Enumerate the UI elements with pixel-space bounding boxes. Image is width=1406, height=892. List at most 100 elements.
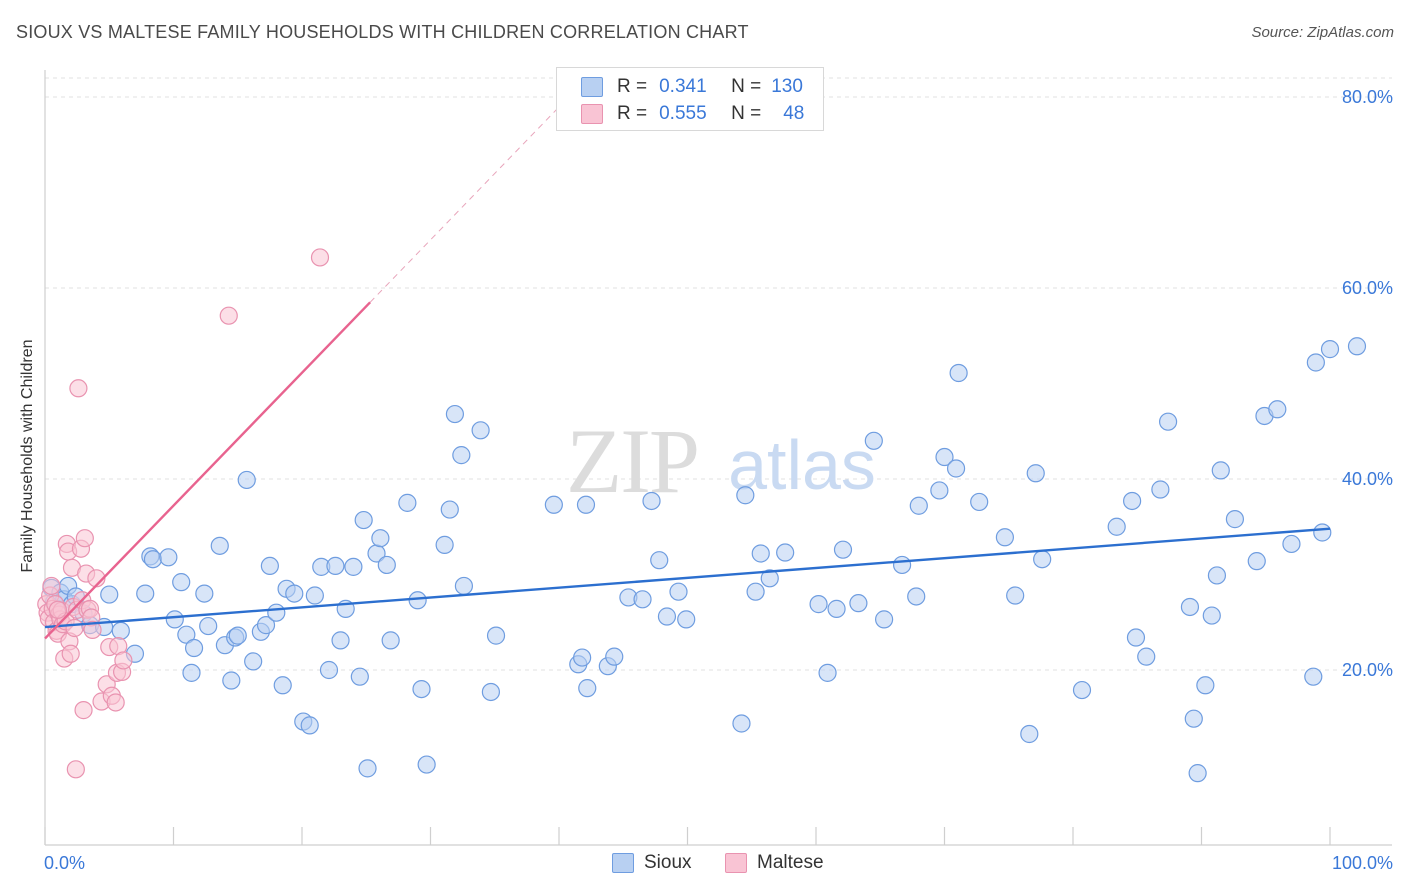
data-point-maltese	[61, 644, 80, 663]
data-point-sioux	[1268, 400, 1287, 419]
data-point-sioux	[440, 500, 459, 519]
data-point-sioux	[237, 470, 256, 490]
data-point-sioux	[650, 551, 669, 570]
data-point-sioux	[408, 591, 427, 610]
legend-swatch-sioux	[581, 77, 603, 97]
data-point-sioux	[833, 540, 853, 559]
data-point-sioux	[1020, 724, 1039, 744]
data-point-sioux	[358, 759, 377, 778]
data-point-sioux	[1126, 628, 1146, 647]
data-point-sioux	[1158, 412, 1178, 431]
data-point-sioux	[417, 755, 436, 774]
data-point-sioux	[544, 495, 563, 514]
y-tick-label: 60.0%	[1342, 278, 1393, 298]
data-point-sioux	[182, 663, 201, 682]
data-point-sioux	[371, 529, 390, 548]
legend-r-label: R =	[617, 76, 648, 97]
data-point-sioux	[1151, 480, 1170, 499]
data-point-sioux	[300, 716, 319, 735]
data-point-sioux	[319, 660, 339, 680]
data-point-sioux	[326, 556, 345, 576]
data-point-maltese	[310, 248, 330, 267]
watermark: ZIP atlas	[566, 410, 876, 512]
data-point-sioux	[1033, 550, 1052, 569]
legend-n-label: N =	[731, 103, 762, 124]
trend-line-maltese	[44, 301, 371, 640]
data-point-sioux	[1306, 353, 1325, 372]
data-point-sioux	[184, 638, 204, 658]
data-point-sioux	[1247, 552, 1266, 571]
data-point-sioux	[1184, 709, 1203, 728]
data-point-sioux	[195, 584, 214, 603]
data-point-sioux	[746, 582, 765, 601]
data-point-sioux	[471, 421, 490, 440]
legend-n-value-sioux: 130	[771, 76, 803, 97]
data-point-sioux	[344, 557, 363, 576]
data-point-sioux	[949, 363, 968, 383]
data-point-sioux	[875, 610, 894, 629]
chart-title: SIOUX VS MALTESE FAMILY HOUSEHOLDS WITH …	[16, 22, 749, 42]
data-point-maltese	[66, 760, 85, 779]
legend-swatch-maltese	[581, 104, 603, 124]
data-point-sioux	[1026, 464, 1045, 483]
data-point-sioux	[285, 584, 304, 603]
data-point-sioux	[930, 481, 949, 500]
data-point-sioux	[818, 663, 837, 682]
data-point-sioux	[350, 667, 369, 686]
data-point-maltese	[219, 306, 238, 325]
legend-row-maltese: R = 0.555 N = 48	[581, 102, 804, 126]
data-point-sioux	[970, 492, 989, 512]
data-point-maltese	[48, 600, 67, 619]
data-point-sioux	[136, 584, 155, 603]
legend-n-value-maltese: 48	[783, 103, 805, 124]
data-point-sioux	[481, 682, 500, 702]
data-point-maltese	[106, 693, 125, 712]
y-axis-title: Family Households with Children	[19, 339, 36, 573]
data-point-sioux	[751, 544, 770, 563]
data-point-sioux	[907, 587, 926, 606]
tick-labels: 20.0% 40.0% 60.0% 80.0% 0.0% 100.0%	[44, 87, 1393, 873]
data-point-sioux	[827, 599, 846, 618]
data-point-sioux	[576, 495, 596, 514]
data-point-sioux	[1123, 491, 1142, 511]
data-point-sioux	[864, 431, 883, 450]
bottom-legend-label-maltese: Maltese	[757, 852, 824, 873]
data-point-sioux	[435, 535, 454, 554]
data-point-sioux	[256, 616, 276, 635]
data-point-sioux	[267, 603, 286, 622]
data-point-sioux	[642, 491, 661, 511]
data-point-sioux	[849, 594, 868, 613]
y-tick-label: 20.0%	[1342, 660, 1393, 680]
data-point-sioux	[1202, 606, 1221, 625]
x-tick-label: 0.0%	[44, 853, 85, 873]
data-point-sioux	[100, 585, 119, 604]
trend-extension-maltese	[369, 94, 571, 303]
bottom-legend-swatch-sioux	[612, 853, 634, 873]
data-point-sioux	[1137, 647, 1156, 666]
data-point-sioux	[111, 621, 130, 640]
data-point-sioux	[578, 679, 597, 698]
watermark-zip: ZIP	[566, 410, 698, 512]
data-point-sioux	[1313, 523, 1332, 542]
data-point-sioux	[995, 528, 1014, 547]
axes	[44, 70, 1392, 846]
data-point-maltese	[42, 576, 61, 596]
data-point-sioux	[1180, 597, 1200, 617]
bottom-legend-label-sioux: Sioux	[644, 852, 692, 873]
data-point-sioux	[1320, 340, 1340, 359]
data-point-sioux	[260, 556, 279, 576]
data-point-sioux	[377, 555, 396, 575]
trend-line-sioux	[44, 527, 1331, 629]
data-point-maltese	[75, 529, 94, 548]
gridlines	[45, 77, 1392, 671]
bottom-legend-sioux: Sioux	[612, 851, 692, 875]
data-point-sioux	[809, 595, 828, 614]
data-point-sioux	[398, 493, 417, 512]
data-point-sioux	[909, 496, 928, 515]
data-point-sioux	[412, 679, 431, 699]
bottom-legend-swatch-maltese	[725, 853, 747, 873]
data-point-sioux	[454, 576, 474, 596]
data-point-sioux	[1196, 676, 1215, 695]
data-point-sioux	[486, 626, 506, 645]
